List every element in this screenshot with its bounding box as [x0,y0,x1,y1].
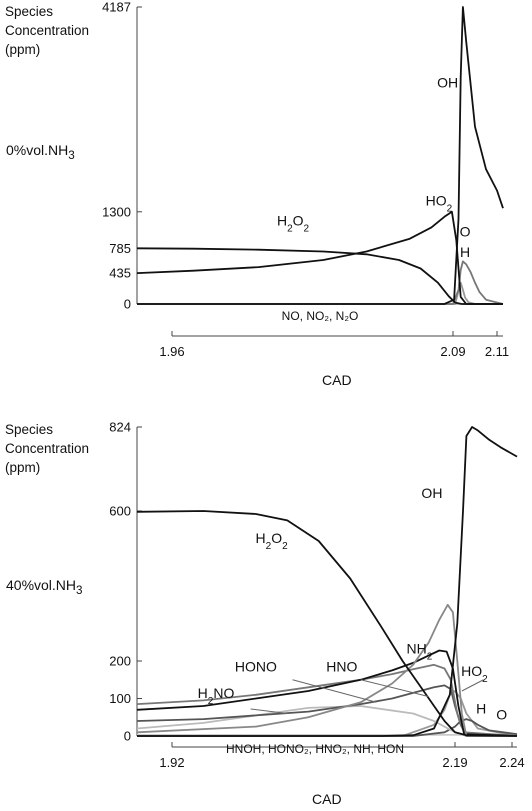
y-tick-label: 0 [124,297,131,312]
chart-plot-bottom: 0 100 200 600 824 1.92 2.19 2.24 OH H2O2 NH2 HO2 HON… [109,420,524,771]
series-label: HNO [326,659,357,675]
x-tick-label: 2.24 [499,755,524,770]
series-line [137,6,504,305]
condition-subscript: 3 [76,583,83,597]
series-label: OH [437,75,458,91]
y-tick-label: 4187 [102,0,131,15]
series-label: HO2 [426,192,453,214]
x-tick-label: 1.92 [159,755,184,770]
series-label: H2O2 [277,212,310,234]
series-label: H [476,701,486,717]
series-label: O [496,707,507,723]
y-axis-title-line: (ppm) [5,42,41,57]
condition-subscript: 3 [68,148,75,162]
series-line [136,663,518,737]
label-leader-line [360,679,429,698]
y-tick-label: 200 [109,654,131,669]
y-axis-title-line: Species [5,422,54,437]
series-label: H2NO [198,685,235,707]
x-tick-label: 2.19 [442,755,467,770]
series-label: HONO [235,659,277,675]
chart-bottom-panel: Species Concentration (ppm) 40%vol.NH3 0… [0,405,532,811]
x-axis-title: CAD [322,372,352,388]
series-line [136,510,518,737]
condition-text: 0%vol.NH [6,142,69,158]
series-label: NH2 [406,641,432,663]
chart-plot-top: 0 435 785 1300 4187 1.96 2.09 2.11 OH HO2 H2O2 OH NO… [102,0,509,359]
series-line [136,247,503,305]
series-line [136,603,517,737]
y-tick-label: 785 [109,241,131,256]
series-label: H [460,244,470,260]
series-label: O [460,223,471,239]
y-tick-label: 100 [109,691,131,706]
series-line [136,649,518,737]
condition-text: 40%vol.NH [6,577,77,593]
series-line [137,281,503,305]
y-tick-label: 0 [124,729,131,744]
y-tick-label: 600 [109,504,131,519]
zero-species-label: HNOH, HONO₂, HNO₂, NH, HON [226,742,404,756]
y-tick-label: 824 [109,420,131,435]
y-axis-title: Species Concentration (ppm) [5,2,89,59]
y-tick-label: 435 [109,266,131,281]
series-line [137,260,504,305]
y-axis-title-line: Species [5,4,54,19]
zero-species-label: NO, NO₂, N₂O [282,309,359,323]
y-axis-title-line: (ppm) [5,460,41,475]
y-tick-label: 1300 [102,204,131,219]
series-line [137,426,518,737]
series-label: HO2 [461,663,488,685]
label-leader-line [292,679,377,703]
condition-label: 40%vol.NH3 [6,577,83,597]
series-label: OH [421,485,442,501]
condition-label: 0%vol.NH3 [6,142,75,162]
x-tick-label: 2.11 [485,344,509,359]
chart-top-panel: Species Concentration (ppm) 0%vol.NH3 0 4… [0,0,532,400]
series-line [136,210,503,305]
y-axis-title-line: Concentration [5,441,90,456]
label-leader-line [461,679,484,692]
x-axis-title: CAD [312,791,342,807]
y-axis-title: Species Concentration (ppm) [5,420,89,477]
y-axis-title-line: Concentration [5,23,90,38]
x-tick-label: 2.09 [440,344,465,359]
label-leader-line [250,708,288,714]
series-label: H2O2 [256,530,289,552]
x-tick-label: 1.96 [159,344,184,359]
